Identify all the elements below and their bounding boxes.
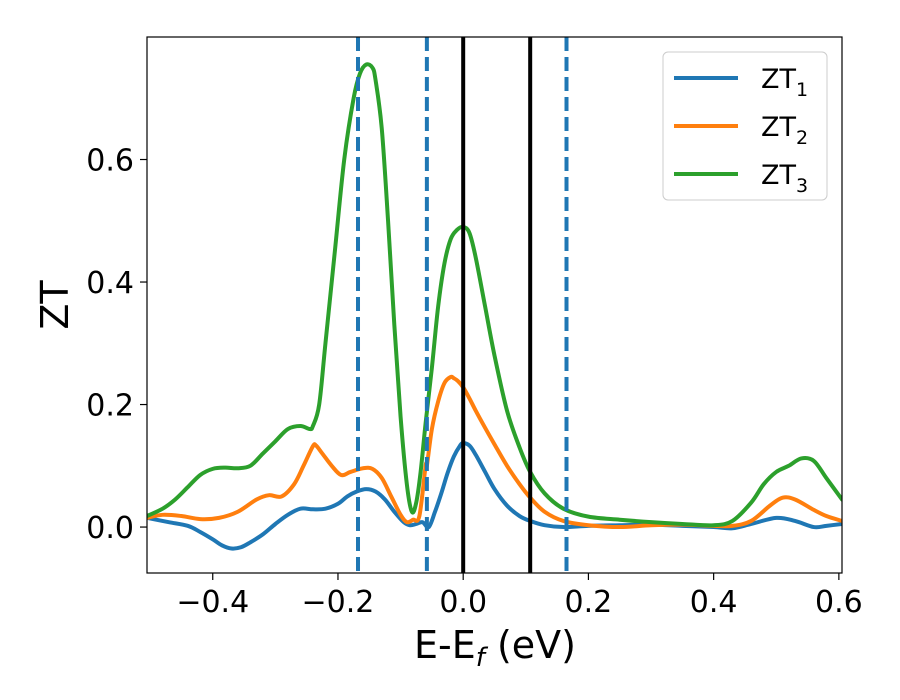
y-tick-label: 0.0 (86, 511, 134, 546)
legend-label-zt1: ZT1 (761, 64, 808, 101)
x-tick-label: 0.6 (815, 585, 863, 620)
x-axis-title: E-Ef (eV) (414, 623, 576, 673)
reference-lines (356, 37, 569, 573)
x-tick-label: −0.4 (176, 585, 249, 620)
plot-area (147, 37, 842, 573)
series-line-zt1 (147, 441, 842, 551)
x-axis: −0.4 −0.2 0.0 0.2 0.4 0.6 (176, 573, 863, 620)
x-tick-label: 0.2 (565, 585, 613, 620)
x-tick-label: −0.2 (302, 585, 375, 620)
x-tick-label: 0.4 (690, 585, 738, 620)
y-tick-label: 0.4 (86, 266, 134, 301)
legend: ZT1 ZT2 ZT3 (662, 51, 828, 201)
legend-label-zt2: ZT2 (761, 112, 808, 149)
y-tick-label: 0.6 (86, 144, 134, 179)
legend-box (662, 51, 828, 201)
series-layer (147, 62, 842, 551)
series-line-zt2 (147, 374, 842, 530)
series-line-zt3 (147, 62, 842, 528)
plot-frame (146, 36, 843, 574)
y-axis: 0.0 0.2 0.4 0.6 (86, 144, 147, 546)
legend-label-zt3: ZT3 (761, 160, 808, 197)
x-axis-title-unit: (eV) (485, 623, 576, 667)
y-axis-title: ZT (33, 280, 77, 330)
y-tick-label: 0.2 (86, 389, 134, 424)
x-tick-label: 0.0 (439, 585, 487, 620)
